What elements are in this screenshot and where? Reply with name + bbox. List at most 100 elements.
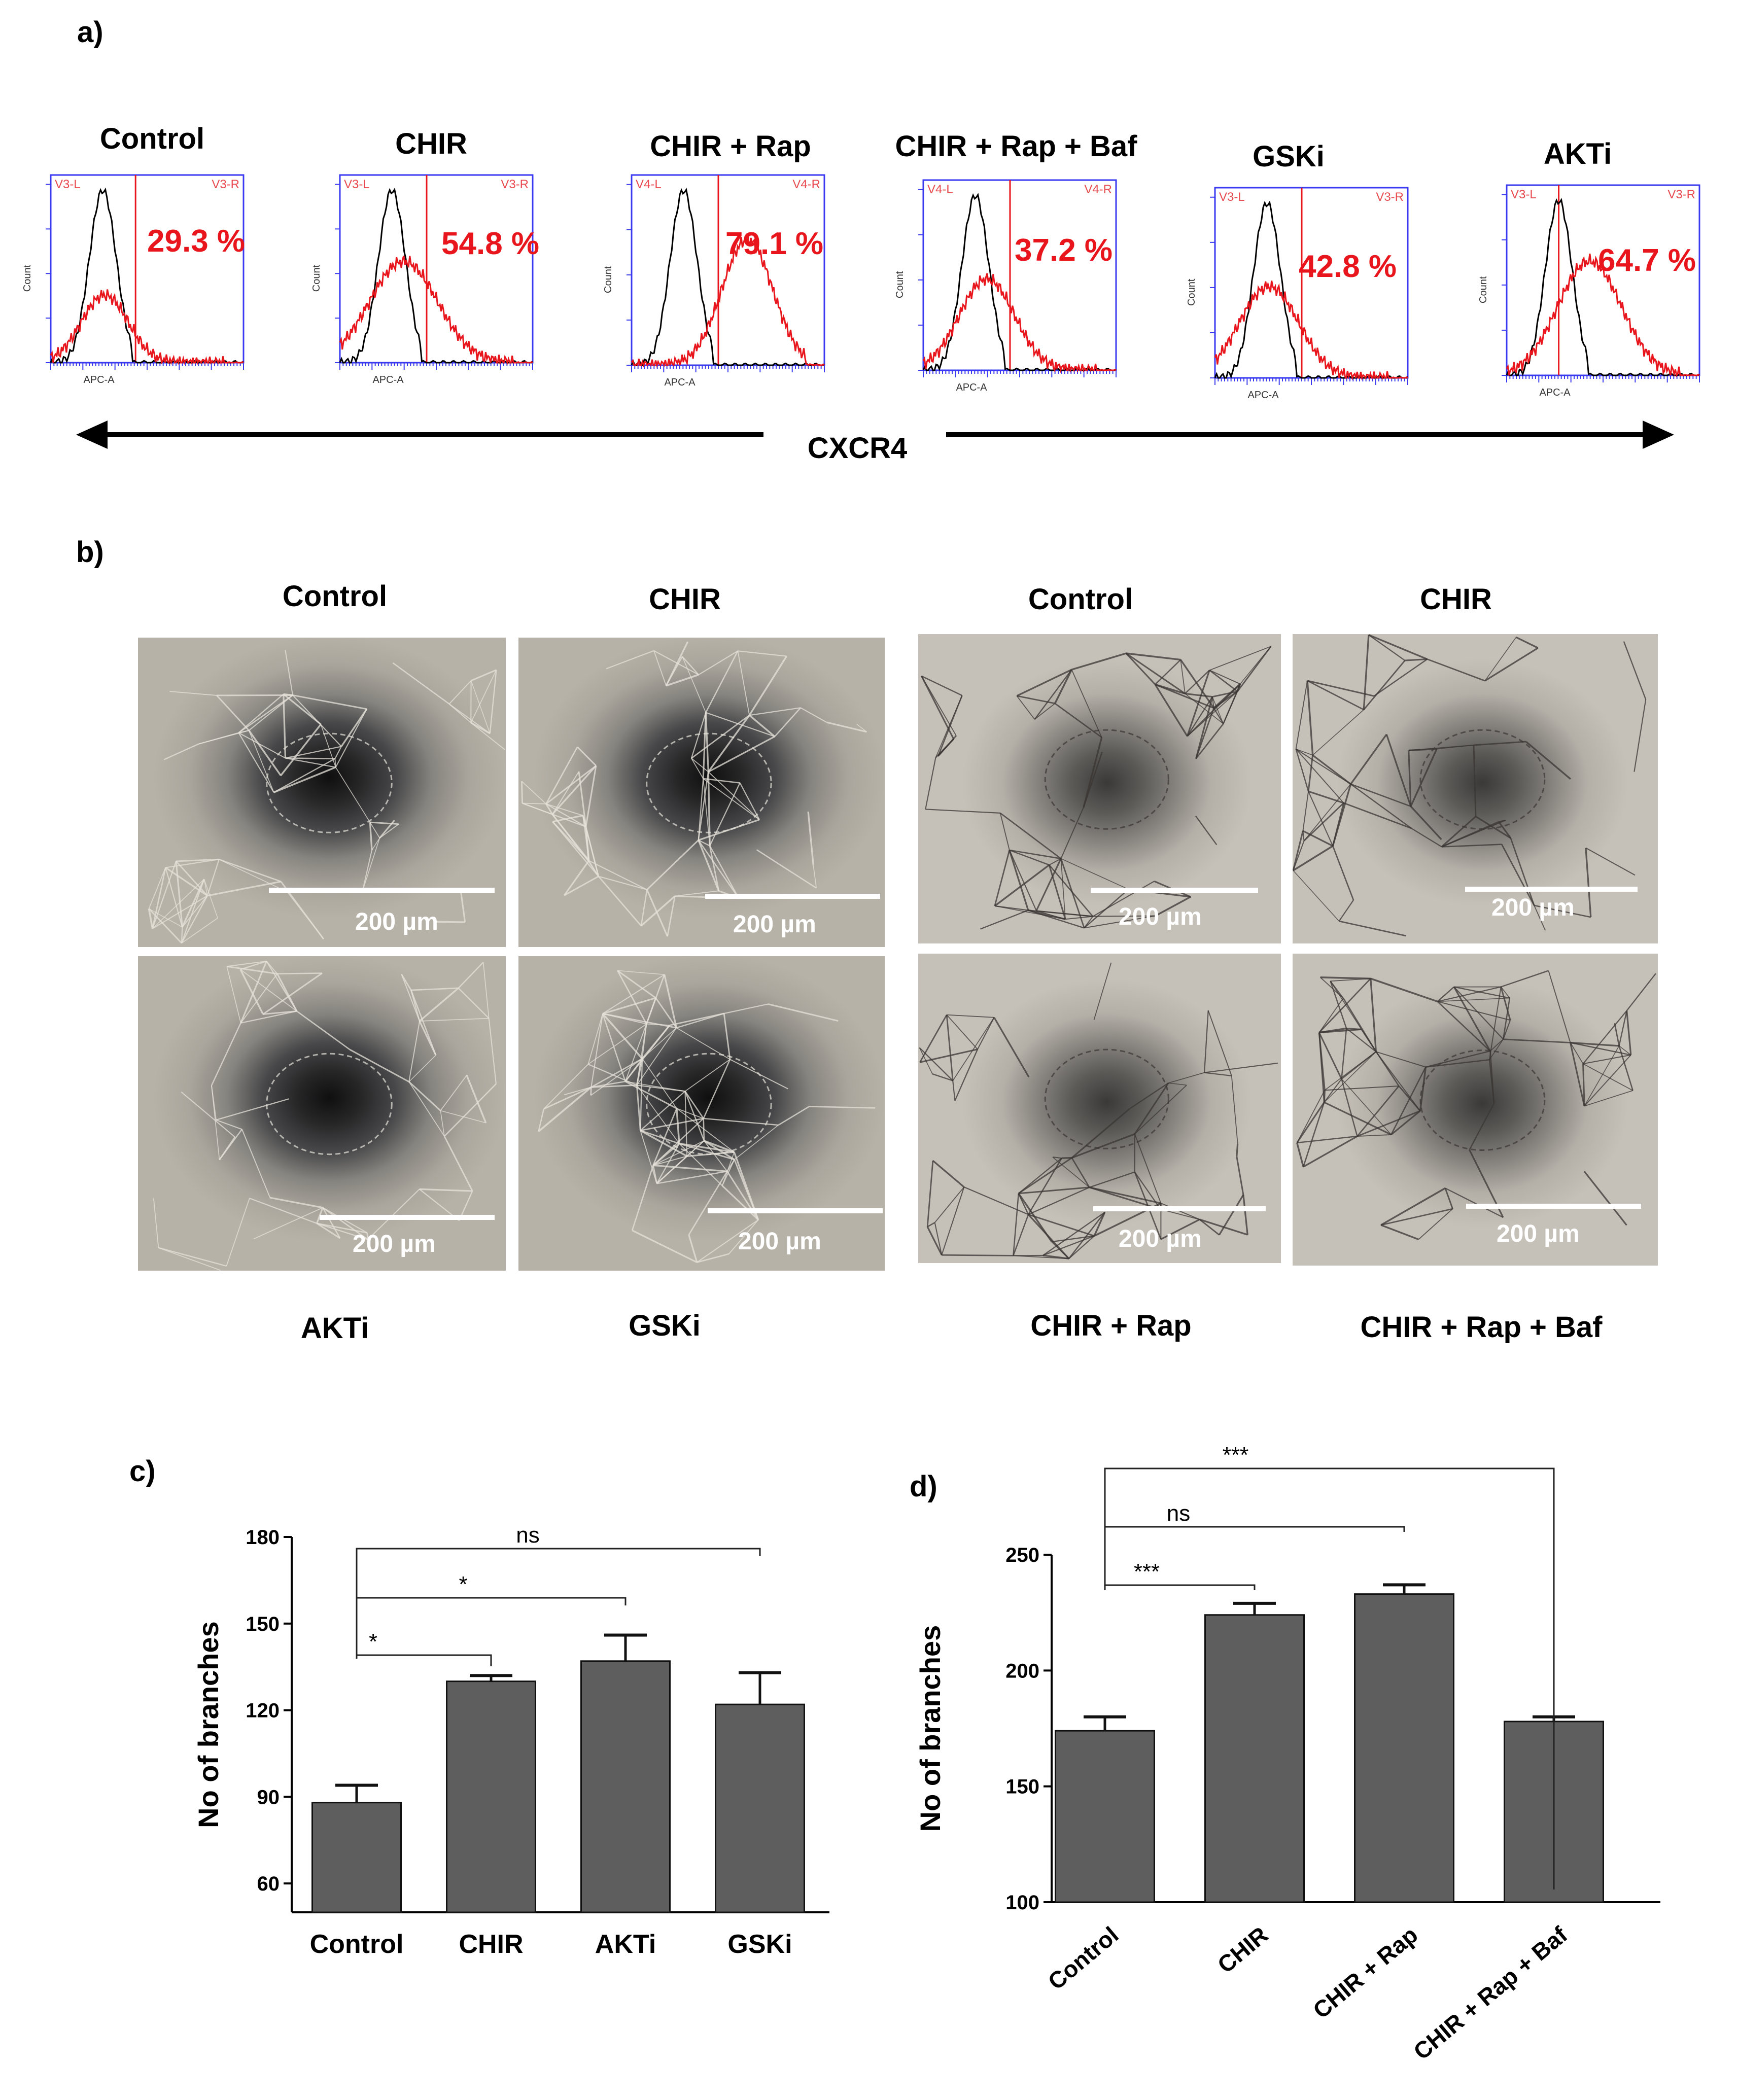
vessel-branch xyxy=(1084,752,1102,808)
vessel-branch xyxy=(708,772,759,820)
vessel-branch xyxy=(953,1081,955,1101)
vessel-branch xyxy=(981,911,1028,929)
category-label: Control xyxy=(310,1930,404,1959)
vessel-branch xyxy=(1214,708,1224,724)
vessel-branch xyxy=(933,1161,964,1187)
scale-bar xyxy=(320,1215,495,1220)
vessel-branch xyxy=(603,998,656,1013)
vessel-branch xyxy=(1072,653,1126,670)
vessel-branch xyxy=(1297,1090,1325,1143)
vessel-branch xyxy=(242,1129,270,1198)
vessel-branch xyxy=(813,865,816,888)
vessel-branch xyxy=(219,859,281,882)
vessel-branch xyxy=(1470,1103,1494,1150)
vessel-branch xyxy=(449,681,471,704)
y-tick-label: 120 xyxy=(246,1700,280,1722)
vessel-branch xyxy=(637,1085,679,1143)
vessel-network xyxy=(518,638,885,947)
significance-bracket xyxy=(357,1598,625,1659)
vessel-branch xyxy=(250,1198,317,1223)
scale-bar xyxy=(1466,1204,1641,1209)
vessel-branch xyxy=(706,713,708,772)
micro-title-chir-right: CHIR xyxy=(1344,582,1568,616)
vessel-branch xyxy=(169,691,217,695)
vessel-branch xyxy=(947,1015,953,1081)
vessel-branch xyxy=(266,961,297,1011)
micro-title-akti: AKTi xyxy=(223,1311,446,1345)
vessel-branch xyxy=(599,877,647,890)
vessel-branch xyxy=(1427,659,1485,681)
vessel-branch xyxy=(370,822,372,850)
vessel-branch xyxy=(964,1187,1028,1214)
control-trace xyxy=(340,190,533,363)
vessel-branch xyxy=(1409,745,1474,750)
y-tick-label: 150 xyxy=(1005,1776,1039,1798)
vessel-branch xyxy=(682,656,699,675)
vessel-branch xyxy=(444,1136,472,1191)
significance-bracket xyxy=(1105,1468,1554,1889)
right-arrow-head xyxy=(1643,421,1674,449)
gate-right-label: V3-R xyxy=(212,178,239,191)
vessel-branch xyxy=(703,779,759,820)
panel-label: d) xyxy=(910,1470,937,1503)
category-label: CHIR + Rap xyxy=(1308,1921,1422,2024)
vessel-branch xyxy=(1065,917,1093,920)
vessel-branch xyxy=(646,1024,670,1026)
x-axis-label: APC-A xyxy=(1539,387,1571,398)
vessel-branch xyxy=(1485,648,1538,681)
vessel-branch xyxy=(1072,1134,1135,1158)
category-label: CHIR xyxy=(1212,1921,1273,1978)
vessel-branch xyxy=(1296,681,1307,749)
vessel-branch xyxy=(677,1108,679,1143)
vessel-branch xyxy=(286,758,335,759)
vessel-branch xyxy=(1627,973,1656,1010)
vessel-branch xyxy=(1411,807,1441,839)
y-axis-label: No of branches xyxy=(192,1621,224,1828)
vessel-branch xyxy=(708,715,749,772)
vessel-branch xyxy=(1232,1076,1238,1144)
micro-title-control-right: Control xyxy=(969,582,1192,616)
vessel-branch xyxy=(440,1075,467,1111)
scale-bar xyxy=(269,888,495,893)
vessel-branch xyxy=(1196,816,1216,845)
vessel-branch xyxy=(1418,1209,1452,1239)
microscopy-image: 200 µm xyxy=(518,638,885,947)
vessel-branch xyxy=(1342,1052,1376,1079)
bar xyxy=(447,1682,536,1912)
vessel-network xyxy=(518,956,885,1271)
treated-trace xyxy=(51,290,244,363)
vessel-branch xyxy=(603,1013,625,1081)
vessel-branch xyxy=(199,733,239,744)
gate-left-label: V4-L xyxy=(927,183,953,196)
vessel-branch xyxy=(158,1248,226,1266)
gate-right-label: V3-R xyxy=(501,178,529,191)
vessel-branch xyxy=(1308,791,1333,846)
vessel-branch xyxy=(1055,704,1102,738)
cxcr4-axis-caption: CXCR4 xyxy=(781,431,933,465)
vessel-branch xyxy=(420,1019,489,1021)
gate-left-label: V4-L xyxy=(636,178,662,191)
vessel-network xyxy=(1293,954,1658,1266)
category-label: AKTi xyxy=(595,1930,656,1959)
vessel-branch xyxy=(935,1187,964,1222)
x-axis-label: APC-A xyxy=(1247,390,1279,401)
microscopy-image: 200 µm xyxy=(918,954,1281,1263)
vessel-branch xyxy=(1474,745,1476,817)
vessel-branch xyxy=(164,744,198,760)
vessel-branch xyxy=(564,861,588,895)
microscopy-image: 200 µm xyxy=(1293,954,1658,1266)
histogram-title: CHIR + Rap + Baf xyxy=(884,129,1148,163)
vessel-branch xyxy=(449,704,490,733)
vessel-branch xyxy=(1351,734,1387,784)
vessel-branch xyxy=(942,1187,964,1255)
category-label: CHIR + Rap + Baf xyxy=(1408,1921,1573,2064)
vessel-branch xyxy=(1586,848,1591,918)
scale-bar xyxy=(705,894,880,899)
vessel-branch xyxy=(1304,803,1344,841)
vessel-branch xyxy=(227,966,240,1023)
